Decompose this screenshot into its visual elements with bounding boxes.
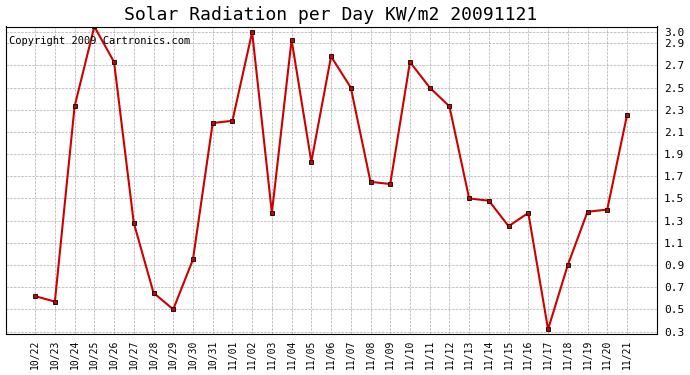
Text: Copyright 2009 Cartronics.com: Copyright 2009 Cartronics.com xyxy=(9,36,190,46)
Title: Solar Radiation per Day KW/m2 20091121: Solar Radiation per Day KW/m2 20091121 xyxy=(124,6,538,24)
